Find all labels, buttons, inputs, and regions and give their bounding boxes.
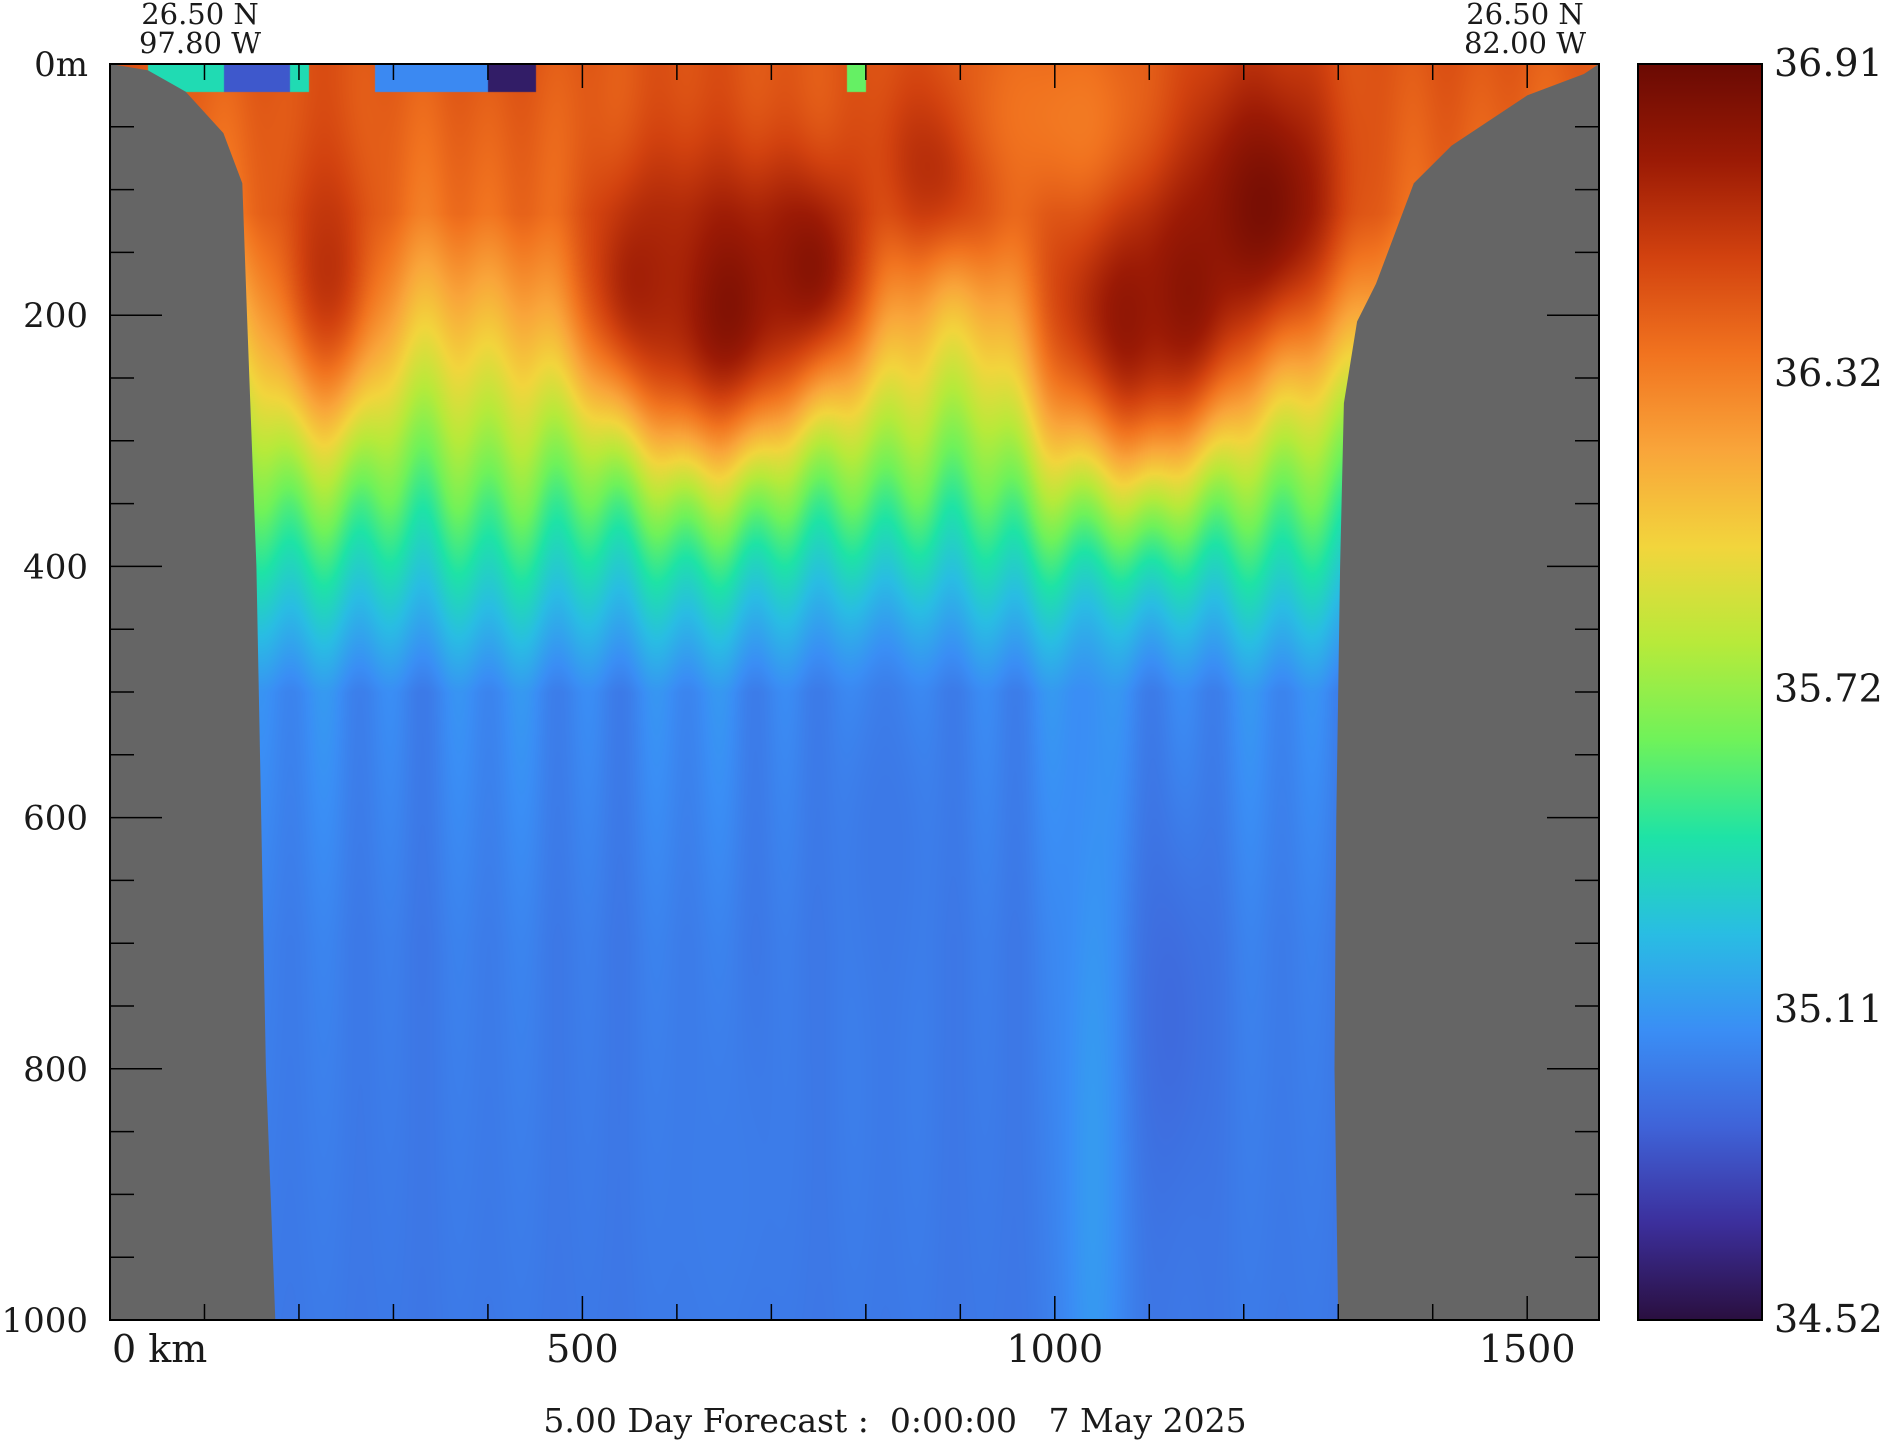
left-longitude-label: 97.80 W bbox=[139, 26, 261, 60]
colorbar bbox=[1637, 63, 1763, 1321]
colorbar-tick-label: 36.91 bbox=[1774, 41, 1883, 85]
colorbar-tick-label: 35.11 bbox=[1774, 987, 1883, 1031]
y-tick-label: 400 bbox=[23, 547, 88, 587]
y-tick-label: 600 bbox=[23, 799, 88, 839]
x-axis: 0 km 500 1000 1500 bbox=[109, 64, 1576, 1371]
y-tick-label: 1000 bbox=[1, 1301, 88, 1341]
colorbar-tick-label: 36.32 bbox=[1774, 351, 1883, 395]
colorbar-ticks: 36.91 36.32 35.72 35.11 34.52 bbox=[1774, 41, 1883, 1341]
x-tick-label: 1500 bbox=[1479, 1327, 1576, 1371]
x-tick-label: 1000 bbox=[1006, 1327, 1103, 1371]
land-mask-right bbox=[1334, 64, 1599, 1320]
left-latitude-label: 26.50 N bbox=[141, 0, 259, 31]
y-axis: 0m 200 400 600 800 1000 bbox=[1, 45, 1599, 1341]
right-longitude-label: 82.00 W bbox=[1464, 26, 1586, 60]
chart-title: 5.00 Day Forecast : 0:00:00 7 May 2025 bbox=[543, 1401, 1246, 1440]
right-latitude-label: 26.50 N bbox=[1466, 0, 1584, 31]
colorbar-tick-label: 34.52 bbox=[1774, 1297, 1883, 1341]
y-tick-label: 800 bbox=[23, 1050, 88, 1090]
x-tick-label: 500 bbox=[546, 1327, 619, 1371]
y-tick-label: 200 bbox=[23, 296, 88, 336]
y-tick-label: 0m bbox=[34, 45, 88, 85]
colorbar-tick-label: 35.72 bbox=[1774, 666, 1883, 710]
land-mask-left bbox=[110, 64, 276, 1320]
section-plot bbox=[110, 64, 1599, 1320]
x-tick-label: 0 km bbox=[112, 1327, 207, 1371]
